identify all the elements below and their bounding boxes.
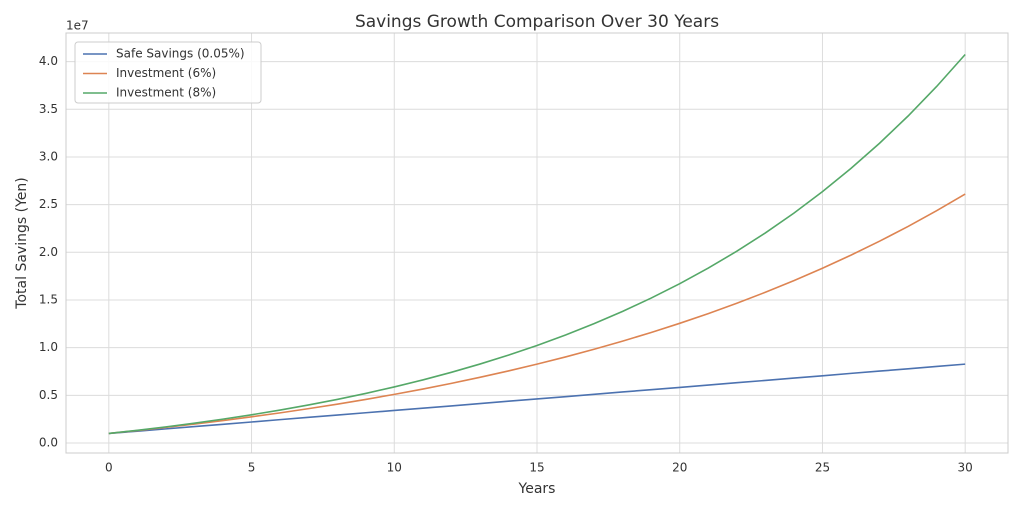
line-series (108, 193, 966, 435)
line-series (108, 363, 966, 435)
y-axis-label: Total Savings (Yen) (14, 177, 30, 309)
chart-title: Savings Growth Comparison Over 30 Years (355, 12, 719, 32)
legend-box (74, 41, 262, 104)
line-series (108, 53, 966, 435)
x-tick-label: 10 (387, 461, 402, 475)
y-tick-label: 1.5 (39, 292, 58, 306)
y-offset-label: 1e7 (66, 19, 89, 33)
plot-frame (65, 32, 1009, 454)
y-tick-label: 2.5 (39, 197, 58, 211)
y-tick-label: 1.0 (39, 340, 58, 354)
x-tick-label: 15 (529, 461, 544, 475)
x-tick-label: 30 (958, 461, 973, 475)
y-tick-label: 0.5 (39, 388, 58, 402)
legend-label: Safe Savings (0.05%) (116, 47, 245, 61)
y-tick-label: 2.0 (39, 245, 58, 259)
legend-label: Investment (8%) (116, 86, 216, 100)
x-tick-label: 5 (248, 461, 256, 475)
legend-label: Investment (6%) (116, 66, 216, 80)
y-tick-label: 4.0 (39, 54, 58, 68)
y-tick-label: 3.0 (39, 149, 58, 163)
x-axis-label: Years (518, 481, 556, 497)
y-tick-label: 3.5 (39, 102, 58, 116)
y-tick-label: 0.0 (39, 435, 58, 449)
x-tick-label: 20 (672, 461, 687, 475)
x-tick-label: 25 (815, 461, 830, 475)
x-tick-label: 0 (105, 461, 113, 475)
